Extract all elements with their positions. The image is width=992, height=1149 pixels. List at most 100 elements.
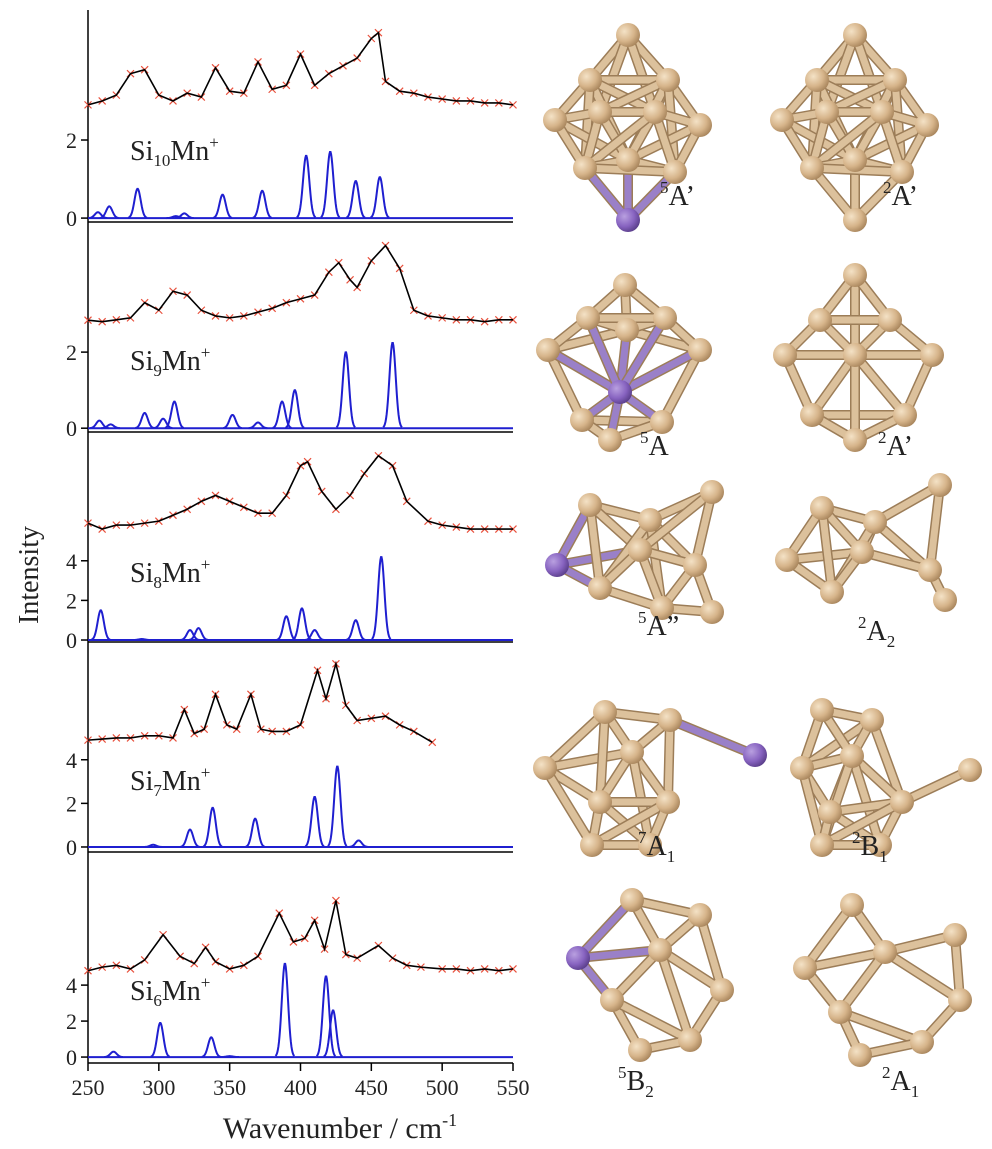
calc-peak — [305, 629, 325, 641]
structure — [566, 888, 734, 1062]
calc-peak — [327, 765, 348, 847]
experiment-line — [87, 31, 514, 106]
atom — [620, 888, 644, 912]
state-label-sup: 5 — [660, 178, 669, 197]
panel-label-sub: 8 — [153, 573, 162, 592]
atom — [818, 800, 842, 824]
bond — [623, 326, 704, 354]
panel-label: Si9Mn+ — [130, 343, 210, 380]
y-axis-label: Intensity — [14, 526, 45, 624]
y-tick-label: 0 — [66, 206, 77, 231]
state-label-sub: 2 — [887, 632, 896, 651]
state-label-sup: 2 — [882, 1063, 891, 1082]
state-label: 5A’ — [660, 178, 695, 212]
panel-label-sup: + — [209, 133, 219, 152]
calc-peak — [346, 619, 366, 641]
atom — [608, 380, 632, 404]
atom — [658, 708, 682, 732]
y-tick-label: 4 — [66, 549, 77, 574]
calc-peak — [174, 212, 194, 220]
state-label-sub: 1 — [667, 847, 676, 866]
calc-peak — [292, 607, 312, 641]
calc-peak — [323, 1009, 343, 1058]
bond — [868, 716, 906, 806]
state-label-sup: 5 — [638, 608, 647, 627]
panel-label-mid: Mn — [162, 558, 201, 589]
atom — [870, 100, 894, 124]
atom — [628, 1038, 652, 1062]
calc-peak — [212, 193, 233, 219]
bond — [848, 752, 884, 849]
bond — [836, 1008, 926, 1046]
y-tick-label: 2 — [66, 791, 77, 816]
atom — [915, 113, 939, 137]
bond — [851, 31, 886, 116]
calc-peak — [153, 417, 173, 430]
atom — [843, 208, 867, 232]
atom — [650, 410, 674, 434]
y-tick-label: 2 — [66, 588, 77, 613]
y-tick-label: 2 — [66, 128, 77, 153]
state-label: 5B2 — [618, 1063, 654, 1101]
y-tick-label: 0 — [66, 1045, 77, 1070]
bond — [801, 901, 856, 972]
calc-peak — [166, 215, 186, 220]
bond — [658, 346, 704, 426]
calc-peak — [252, 189, 272, 219]
x-axis-label-sup: -1 — [442, 1110, 457, 1130]
structure — [770, 23, 939, 232]
atom — [638, 833, 662, 857]
experiment-marker — [84, 736, 92, 745]
state-label-sub: 2 — [645, 1082, 654, 1101]
experiment-marker — [84, 966, 92, 975]
calc-peak — [202, 806, 223, 848]
x-axis-label: Wavenumber / cm-1 — [223, 1110, 457, 1145]
calc-peak — [304, 796, 325, 848]
atom — [570, 408, 594, 432]
calc-peak — [345, 180, 366, 219]
calc-peak — [248, 421, 268, 430]
calc-peak — [135, 412, 155, 430]
panel-label-pre: Si — [130, 346, 154, 377]
panel-label: Si7Mn+ — [130, 763, 210, 800]
atom — [743, 743, 767, 767]
bond — [823, 76, 899, 116]
atom — [933, 588, 957, 612]
state-label-text: A — [867, 616, 888, 647]
x-tick-label: 300 — [142, 1075, 175, 1100]
atom — [790, 756, 814, 780]
atom — [536, 338, 560, 362]
bond — [926, 481, 944, 574]
panel-label: Si10Mn+ — [130, 133, 219, 170]
panel-label: Si6Mn+ — [130, 973, 210, 1010]
atom — [840, 744, 864, 768]
bond — [666, 716, 759, 759]
atom — [928, 473, 952, 497]
atom — [578, 68, 602, 92]
atom — [843, 148, 867, 172]
atom — [566, 946, 590, 970]
atom — [843, 343, 867, 367]
structure — [790, 698, 982, 857]
atom — [808, 308, 832, 332]
calc-peak — [276, 615, 296, 641]
atom — [688, 338, 712, 362]
bond — [574, 946, 664, 962]
atom — [800, 156, 824, 180]
atom — [578, 493, 602, 517]
y-tick-label: 2 — [66, 1009, 77, 1034]
bond — [798, 716, 876, 772]
state-label-sup: 5 — [640, 428, 649, 447]
bond — [836, 948, 889, 1016]
calc-peak — [222, 413, 243, 430]
x-tick-label: 250 — [72, 1075, 105, 1100]
calc-peak — [188, 627, 209, 641]
bond — [881, 948, 964, 1004]
atom — [810, 496, 834, 520]
calc-peak — [132, 638, 152, 642]
atom — [628, 538, 652, 562]
panel-label-sub: 6 — [153, 991, 162, 1010]
bond — [541, 748, 636, 772]
bond — [608, 996, 694, 1044]
calc-peak — [371, 556, 392, 640]
